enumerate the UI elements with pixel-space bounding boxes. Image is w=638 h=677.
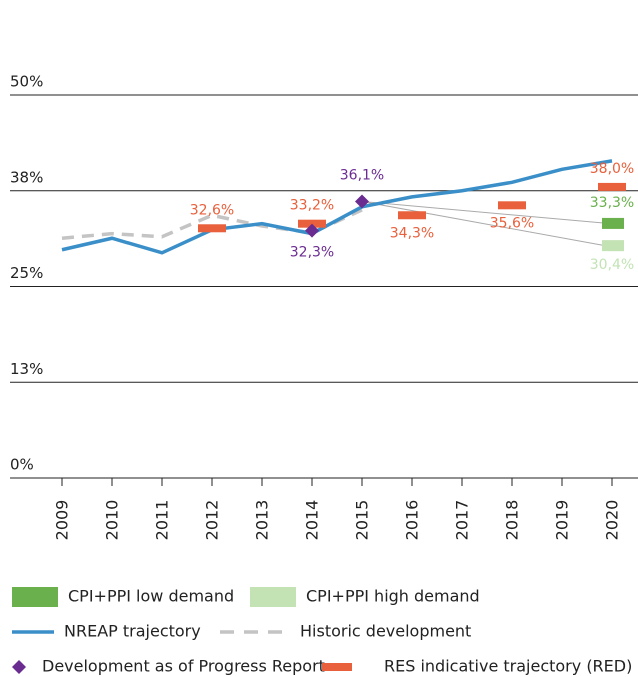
legend-swatch (12, 660, 26, 674)
x-tick-label: 2015 (353, 500, 372, 541)
legend-label: RES indicative trajectory (RED) (384, 657, 632, 676)
res-mark (598, 182, 626, 191)
data-label: 34,3% (390, 225, 434, 241)
legend-swatch (12, 587, 58, 607)
x-tick-label: 2018 (503, 500, 522, 541)
data-label: 36,1% (340, 167, 384, 183)
data-label: 38,0% (590, 161, 634, 177)
x-tick-label: 2010 (103, 500, 122, 541)
y-tick-label: 50% (10, 73, 43, 91)
x-tick-label: 2014 (303, 500, 322, 541)
legend-label: CPI+PPI low demand (68, 587, 234, 606)
scenario-box (602, 217, 624, 229)
x-tick-label: 2017 (453, 500, 472, 541)
progress-marker (305, 223, 319, 238)
legend-label: NREAP trajectory (64, 622, 201, 641)
data-label: 33,3% (590, 195, 634, 211)
x-tick-label: 2011 (153, 500, 172, 541)
progress-marker (355, 194, 369, 209)
data-label: 30,4% (590, 257, 634, 273)
y-tick-label: 25% (10, 264, 43, 282)
scenario-connector (361, 200, 603, 224)
legend-swatch (322, 663, 352, 671)
data-label: 32,3% (290, 245, 334, 261)
historic-line (61, 208, 363, 240)
x-tick-label: 2012 (203, 500, 222, 541)
x-tick-label: 2016 (403, 500, 422, 541)
y-tick-label: 13% (10, 360, 43, 378)
data-label: 33,2% (290, 198, 334, 214)
x-tick-label: 2019 (553, 500, 572, 541)
x-tick-label: 2013 (253, 500, 272, 541)
legend-label: Historic development (300, 622, 471, 641)
nreap-line (61, 159, 613, 255)
res-mark (498, 201, 526, 210)
legend-label: CPI+PPI high demand (306, 587, 480, 606)
res-mark (198, 224, 226, 233)
legend-swatch (250, 587, 296, 607)
res-mark (398, 211, 426, 220)
scenario-box (602, 240, 624, 252)
y-tick-label: 38% (10, 168, 43, 186)
x-tick-label: 2020 (603, 500, 622, 541)
scenario-connector (361, 200, 603, 246)
x-tick-label: 2009 (53, 500, 72, 541)
legend-label: Development as of Progress Report (42, 657, 325, 676)
y-tick-label: 0% (10, 456, 34, 474)
data-label: 35,6% (490, 215, 534, 231)
data-label: 32,6% (190, 202, 234, 218)
